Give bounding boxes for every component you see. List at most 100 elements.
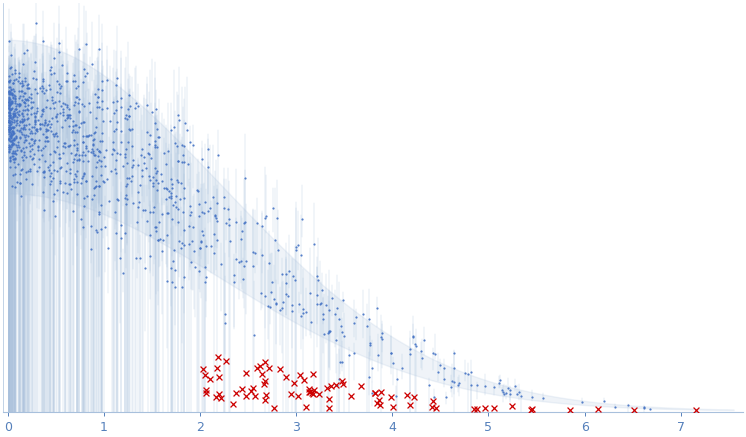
Point [178, 159, 190, 166]
Point [98, 224, 110, 231]
Point [139, 207, 151, 214]
Point [59, 140, 71, 147]
Point [16, 107, 28, 114]
Point [366, 364, 378, 371]
Point [3, 143, 15, 150]
Point [144, 252, 156, 259]
Point [186, 223, 198, 230]
Point [38, 169, 50, 176]
Point [13, 95, 25, 102]
Point [54, 84, 66, 91]
Point [17, 118, 29, 125]
Point [13, 73, 25, 80]
Point [18, 115, 30, 122]
Point [90, 114, 102, 121]
Point [22, 132, 34, 139]
Point [93, 211, 104, 218]
Point [6, 90, 18, 97]
Point [338, 333, 350, 340]
Point [115, 103, 127, 110]
Point [7, 95, 19, 102]
Point [127, 156, 139, 163]
Point [289, 380, 301, 387]
Point [4, 90, 16, 97]
Point [132, 203, 144, 210]
Point [169, 124, 181, 131]
Point [54, 83, 66, 90]
Point [3, 126, 15, 133]
Point [165, 193, 177, 200]
Point [40, 157, 51, 164]
Point [3, 110, 15, 117]
Point [110, 229, 122, 236]
Point [6, 92, 18, 99]
Point [172, 111, 184, 118]
Point [21, 95, 33, 102]
Point [471, 382, 483, 389]
Point [155, 171, 167, 178]
Point [18, 98, 30, 105]
Point [385, 350, 397, 357]
Point [504, 391, 516, 398]
Point [7, 80, 19, 87]
Point [259, 396, 271, 403]
Point [235, 257, 247, 264]
Point [407, 333, 419, 340]
Point [185, 258, 197, 265]
Point [120, 182, 132, 189]
Point [223, 216, 235, 223]
Point [160, 196, 172, 203]
Point [10, 150, 22, 157]
Point [115, 95, 127, 102]
Point [5, 129, 17, 136]
Point [160, 184, 172, 191]
Point [4, 101, 16, 108]
Point [480, 383, 492, 390]
Point [149, 224, 161, 231]
Point [427, 397, 439, 404]
Point [87, 140, 99, 147]
Point [123, 175, 135, 182]
Point [87, 150, 99, 157]
Point [286, 307, 298, 314]
Point [7, 110, 19, 117]
Point [196, 209, 208, 216]
Point [7, 80, 19, 87]
Point [331, 382, 343, 388]
Point [116, 139, 128, 146]
Point [4, 164, 16, 171]
Point [323, 395, 335, 402]
Point [4, 156, 16, 163]
Point [440, 394, 452, 401]
Point [29, 118, 41, 125]
Point [73, 156, 85, 163]
Point [6, 140, 18, 147]
Point [263, 259, 275, 266]
Point [54, 110, 66, 117]
Point [166, 185, 178, 192]
Point [33, 137, 45, 144]
Point [4, 126, 16, 133]
Point [25, 136, 37, 143]
Point [37, 151, 48, 158]
Point [34, 125, 46, 132]
Point [72, 108, 84, 115]
Point [598, 397, 610, 404]
Point [374, 401, 386, 408]
Point [77, 132, 89, 139]
Point [297, 305, 309, 312]
Point [323, 328, 335, 335]
Point [108, 146, 120, 153]
Point [25, 142, 37, 149]
Point [137, 173, 148, 180]
Point [178, 184, 189, 191]
Point [78, 169, 90, 176]
Point [86, 195, 98, 202]
Point [7, 113, 19, 120]
Point [178, 242, 189, 249]
Point [36, 106, 48, 113]
Point [161, 185, 173, 192]
Point [115, 151, 127, 158]
Point [25, 94, 37, 101]
Point [419, 337, 430, 344]
